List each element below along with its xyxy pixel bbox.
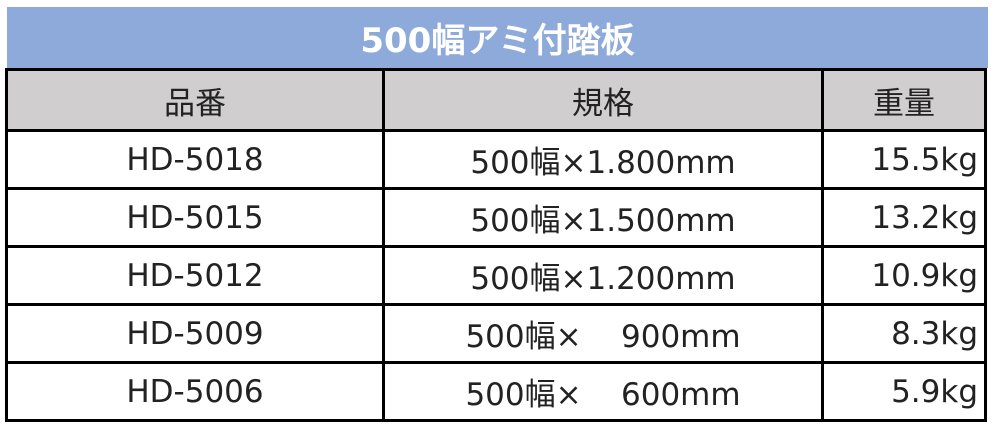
cell-spec: 500幅× 900mm xyxy=(382,303,824,364)
cell-weight: 13.2kg xyxy=(821,187,987,248)
table-row: HD-5009 500幅× 900mm 8.3kg xyxy=(5,303,987,364)
cell-code: HD-5015 xyxy=(5,187,385,248)
cell-weight: 5.9kg xyxy=(821,361,987,422)
table-row: HD-5015 500幅×1.500mm 13.2kg xyxy=(5,187,987,248)
table-title: 500幅アミ付踏板 xyxy=(7,7,988,68)
cell-spec: 500幅×1.200mm xyxy=(382,245,824,306)
table-row: HD-5006 500幅× 600mm 5.9kg xyxy=(5,361,987,422)
product-table: 品番 規格 重量 HD-5018 500幅×1.800mm 15.5kg HD-… xyxy=(5,68,987,422)
cell-weight: 8.3kg xyxy=(821,303,987,364)
header-row: 品番 規格 重量 xyxy=(5,68,987,132)
cell-code: HD-5012 xyxy=(5,245,385,306)
cell-weight: 10.9kg xyxy=(821,245,987,306)
cell-code: HD-5009 xyxy=(5,303,385,364)
cell-code: HD-5006 xyxy=(5,361,385,422)
cell-weight: 15.5kg xyxy=(821,129,987,190)
cell-spec: 500幅×1.500mm xyxy=(382,187,824,248)
table-row: HD-5018 500幅×1.800mm 15.5kg xyxy=(5,129,987,190)
table-row: HD-5012 500幅×1.200mm 10.9kg xyxy=(5,245,987,306)
cell-spec: 500幅× 600mm xyxy=(382,361,824,422)
cell-spec: 500幅×1.800mm xyxy=(382,129,824,190)
header-code: 品番 xyxy=(5,68,385,132)
header-spec: 規格 xyxy=(382,68,824,132)
cell-code: HD-5018 xyxy=(5,129,385,190)
header-weight: 重量 xyxy=(821,68,987,132)
